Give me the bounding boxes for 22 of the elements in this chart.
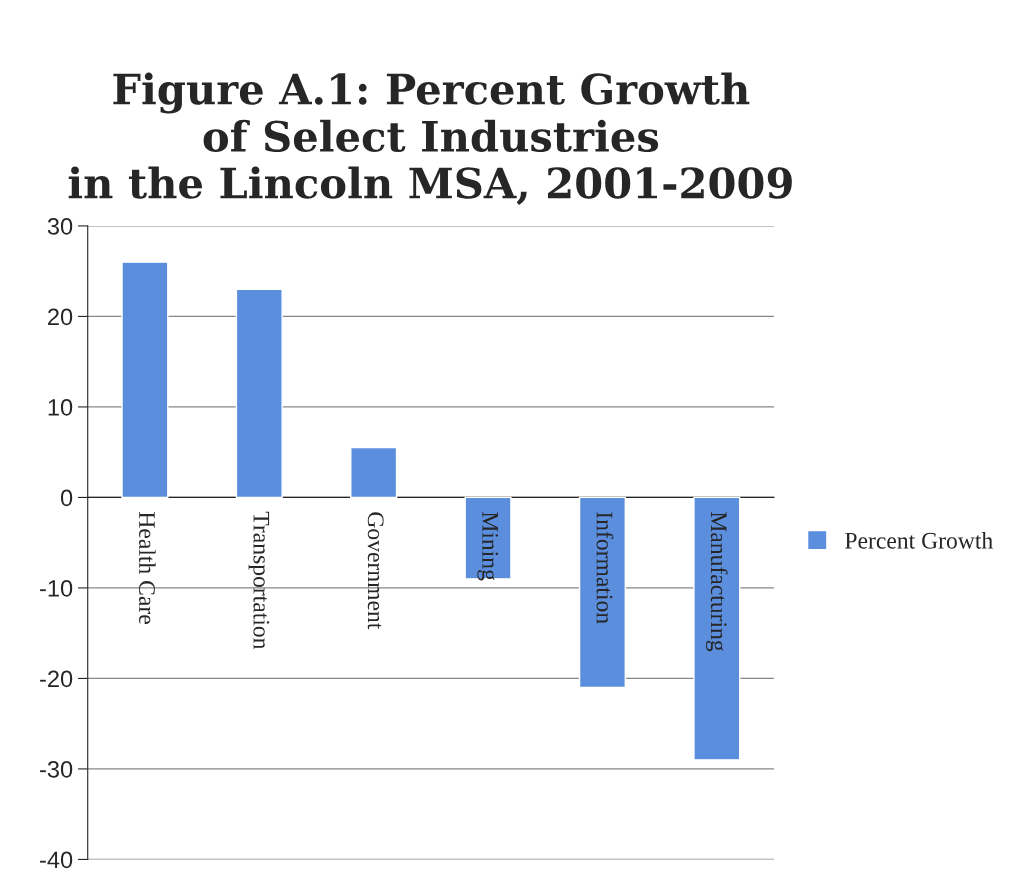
y-tick-label: 30 [47, 218, 73, 235]
bar [693, 496, 741, 761]
y-tick-label: -10 [40, 579, 73, 597]
bar [121, 261, 169, 499]
y-tick-label: -40 [40, 851, 73, 869]
x-tick-label: Health Care [139, 511, 156, 624]
y-tick-label: 20 [48, 308, 73, 326]
bar [464, 496, 512, 580]
chart-title: Figure A.1: Percent Growth of Select Industries in the Lincoln MSA, 2001-2009 [68, 72, 792, 206]
bar [350, 446, 398, 499]
x-tick-label: Mining [477, 511, 499, 581]
x-tick-label: Information [596, 512, 614, 624]
bar [235, 288, 283, 499]
bar [578, 496, 627, 689]
x-tick-label: Transportation [248, 511, 270, 650]
y-tick-label: 0 [60, 489, 73, 507]
x-tick-label: Manufacturing [705, 511, 728, 652]
y-tick-label: -30 [40, 760, 73, 778]
y-tick-label: -20 [40, 670, 73, 688]
y-tick-label: 10 [48, 399, 73, 416]
x-tick-label: Government [367, 512, 384, 630]
legend-label: Percent Growth [845, 532, 993, 549]
